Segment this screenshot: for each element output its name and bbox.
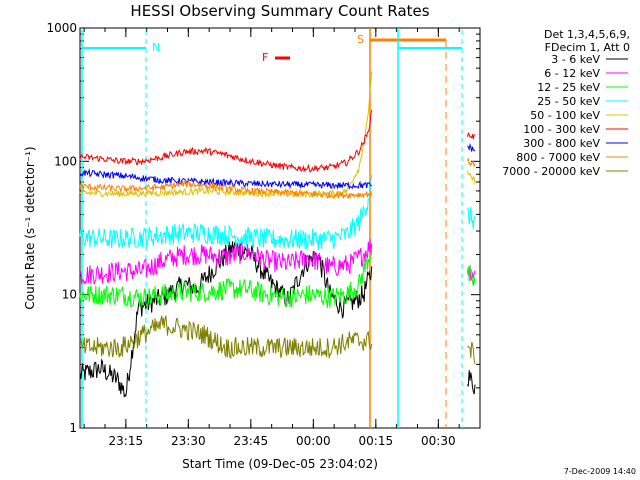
legend-entry-label: 800 - 7000 keV xyxy=(516,151,600,164)
y-tick-label: 10 xyxy=(62,288,77,302)
x-tick-label: 00:30 xyxy=(421,434,456,448)
x-tick-label: 00:15 xyxy=(359,434,394,448)
x-tick-label: 23:15 xyxy=(109,434,144,448)
legend-header: FDecim 1, Att 0 xyxy=(545,41,630,54)
y-tick-label: 100 xyxy=(54,154,77,168)
series-line-2-seg-0 xyxy=(79,251,373,309)
legend-entry-label: 7000 - 20000 keV xyxy=(502,165,600,178)
series-line-7-seg-0 xyxy=(79,179,373,199)
legend-entry-label: 6 - 12 keV xyxy=(544,67,600,80)
series-line-1-seg-0 xyxy=(79,238,373,286)
series-line-5-seg-1 xyxy=(467,132,476,140)
x-tick-label: 23:30 xyxy=(171,434,206,448)
legend-header: Det 1,3,4,5,6,9, xyxy=(544,28,630,41)
series-lines xyxy=(79,71,476,398)
series-line-2-seg-1 xyxy=(467,266,476,287)
annotations: N F S xyxy=(81,28,463,428)
y-tick-label: 1 xyxy=(69,421,77,435)
footer-timestamp: 7-Dec-2009 14:40 xyxy=(564,467,636,476)
x-axis: 23:15 23:30 23:45 00:00 00:15 00:30 xyxy=(83,28,460,448)
x-axis-label: Start Time (09-Dec-05 23:04:02) xyxy=(182,457,378,471)
legend-entry-label: 3 - 6 keV xyxy=(551,53,600,66)
night-label: N xyxy=(152,41,160,54)
x-tick-label: 00:00 xyxy=(296,434,331,448)
y-tick-label: 1000 xyxy=(46,21,77,35)
saa-label: S xyxy=(357,33,364,46)
series-line-4-seg-0 xyxy=(79,71,373,199)
legend-entry-label: 12 - 25 keV xyxy=(537,81,600,94)
y-axis-label: Count Rate (s⁻¹ detector⁻¹) xyxy=(23,146,37,309)
series-line-8-seg-1 xyxy=(467,341,476,364)
series-line-8-seg-0 xyxy=(79,315,373,360)
series-line-0-seg-1 xyxy=(467,370,476,395)
plot-frame xyxy=(79,27,481,429)
series-line-6-seg-0 xyxy=(79,168,373,191)
flare-label: F xyxy=(262,51,268,64)
series-line-5-seg-0 xyxy=(79,109,373,173)
legend-entry-label: 300 - 800 keV xyxy=(523,137,600,150)
series-line-4-seg-1 xyxy=(467,171,476,185)
chart-title: HESSI Observing Summary Count Rates xyxy=(130,2,429,20)
series-line-3-seg-1 xyxy=(467,207,476,230)
series-line-6-seg-1 xyxy=(467,142,476,152)
x-tick-label: 23:45 xyxy=(234,434,269,448)
legend-entry-label: 25 - 50 keV xyxy=(537,95,600,108)
legend-entry-label: 100 - 300 keV xyxy=(523,123,600,136)
legend: Det 1,3,4,5,6,9,FDecim 1, Att 03 - 6 keV… xyxy=(502,28,630,178)
series-line-3-seg-0 xyxy=(79,175,373,251)
legend-entry-label: 50 - 100 keV xyxy=(530,109,600,122)
series-line-7-seg-1 xyxy=(467,158,476,167)
